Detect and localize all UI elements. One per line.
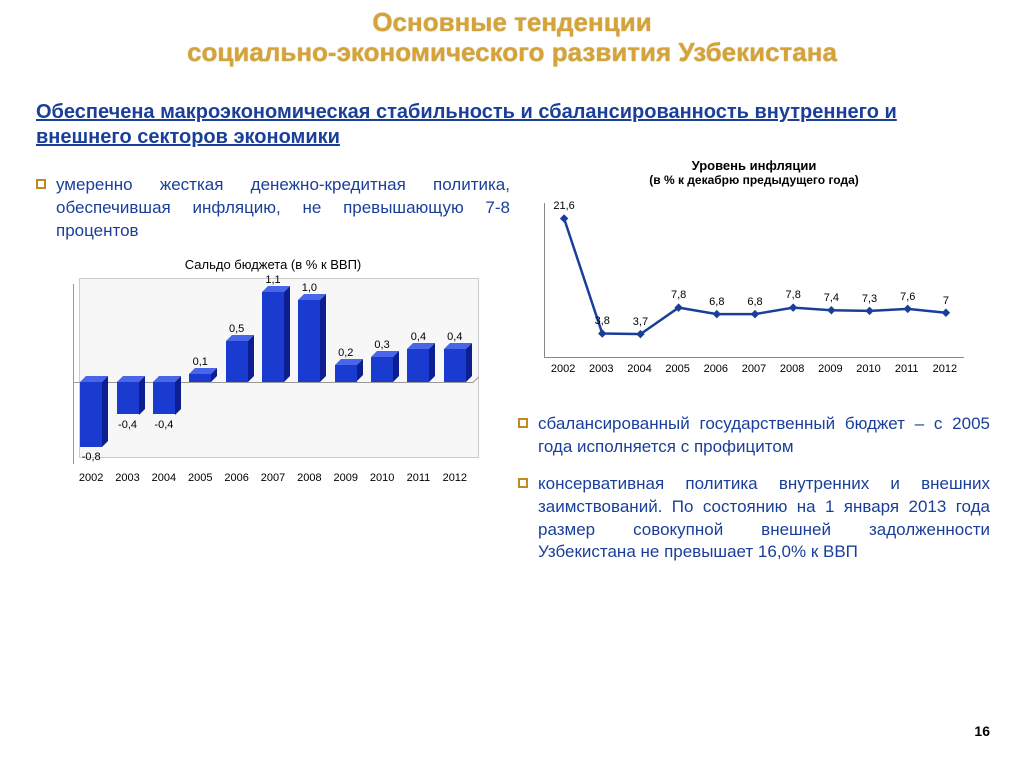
bullet-text: консервативная политика внутренних и вне…	[538, 473, 990, 565]
line-xtick: 2010	[856, 363, 880, 375]
bar-side	[248, 335, 254, 382]
bar-xtick: 2009	[333, 472, 357, 484]
bar-value-label: 1,0	[302, 282, 317, 294]
line-chart-subtitle: (в % к декабрю предыдущего года)	[518, 173, 990, 187]
line-value-label: 7,6	[900, 291, 915, 303]
bar-value-label: 0,1	[193, 356, 208, 368]
bar-side	[320, 294, 326, 382]
line-value-label: 21,6	[553, 200, 574, 212]
content-area: умеренно жесткая денежно-кредитная полит…	[0, 150, 1024, 579]
bar-front	[189, 374, 211, 382]
line-plot: 21,6 3,8 3,7 7,8 6,8 6,8 7,8 7,4 7,3 7,6 7	[544, 203, 964, 358]
bar-value-label: -0,4	[118, 419, 137, 431]
line-xtick: 2006	[704, 363, 728, 375]
line-value-label: 6,8	[747, 296, 762, 308]
bar-xtick: 2010	[370, 472, 394, 484]
bar-xtick: 2004	[152, 472, 176, 484]
bar-front	[407, 349, 429, 382]
bullet-icon	[518, 478, 528, 488]
bar-front	[298, 300, 320, 382]
line-xtick: 2012	[933, 363, 957, 375]
bar-left-axis	[73, 284, 74, 464]
line-xtick: 2009	[818, 363, 842, 375]
bar-side	[284, 286, 290, 382]
bar-xtick: 2002	[79, 472, 103, 484]
bar-front	[335, 365, 357, 381]
left-column: умеренно жесткая денежно-кредитная полит…	[20, 150, 510, 579]
bar-chart: -0,8 -0,4 -0,4 0,1 0,5 1,1 1,0 0,2 0,3 0,4 0,4 200…	[53, 276, 493, 506]
bar-front	[262, 292, 284, 382]
page-title: Основные тенденции социально-экономическ…	[0, 0, 1024, 72]
bar-xtick: 2006	[224, 472, 248, 484]
bar-front	[226, 341, 248, 382]
bar-front	[444, 349, 466, 382]
bar-side	[429, 343, 435, 382]
bar-side	[466, 343, 472, 382]
line-chart-title: Уровень инфляции	[518, 158, 990, 173]
line-value-label: 7	[943, 295, 949, 307]
line-value-label: 7,8	[786, 289, 801, 301]
bar-xtick: 2011	[407, 472, 431, 484]
right-column: Уровень инфляции (в % к декабрю предыдущ…	[510, 150, 990, 579]
bar-front	[80, 382, 102, 447]
bar-value-label: -0,8	[82, 451, 101, 463]
bar-front	[371, 357, 393, 382]
line-xtick: 2007	[742, 363, 766, 375]
bar-value-label: 0,4	[447, 331, 462, 343]
title-line-1: Основные тенденции	[0, 8, 1024, 38]
bar-front	[153, 382, 175, 415]
bar-xtick: 2005	[188, 472, 212, 484]
line-value-label: 7,3	[862, 293, 877, 305]
bullet-icon	[36, 179, 46, 189]
line-xtick: 2004	[627, 363, 651, 375]
bullet-right-1: сбалансированный государственный бюджет …	[518, 413, 990, 459]
line-xtick: 2003	[589, 363, 613, 375]
bullet-text: умеренно жесткая денежно-кредитная полит…	[56, 174, 510, 243]
bar-plot: -0,8-0,4-0,40,10,51,11,00,20,30,40,4	[73, 284, 473, 464]
bar-front	[117, 382, 139, 415]
line-xtick: 2011	[895, 363, 919, 375]
bar-value-label: 0,4	[411, 331, 426, 343]
line-xtick: 2005	[665, 363, 689, 375]
bar-xtick: 2012	[443, 472, 467, 484]
bar-value-label: 0,2	[338, 347, 353, 359]
line-xtick: 2002	[551, 363, 575, 375]
line-value-label: 6,8	[709, 296, 724, 308]
line-value-label: 3,8	[595, 315, 610, 327]
line-chart: 21,6 3,8 3,7 7,8 6,8 6,8 7,8 7,4 7,3 7,6 7 2002 200…	[534, 193, 974, 393]
bar-chart-title: Сальдо бюджета (в % к ВВП)	[36, 257, 510, 272]
line-value-label: 7,4	[824, 292, 839, 304]
subheading: Обеспечена макроэкономическая стабильнос…	[0, 72, 1024, 150]
bullet-text: сбалансированный государственный бюджет …	[538, 413, 990, 459]
title-line-2: социально-экономического развития Узбеки…	[0, 38, 1024, 68]
bullet-icon	[518, 418, 528, 428]
bar-value-label: -0,4	[154, 419, 173, 431]
bar-side	[175, 376, 181, 415]
bar-xtick: 2008	[297, 472, 321, 484]
bar-value-label: 0,3	[374, 339, 389, 351]
line-xtick: 2008	[780, 363, 804, 375]
bar-xtick: 2007	[261, 472, 285, 484]
bullet-right-2: консервативная политика внутренних и вне…	[518, 473, 990, 565]
bullet-left-1: умеренно жесткая денежно-кредитная полит…	[36, 174, 510, 243]
line-value-label: 7,8	[671, 289, 686, 301]
bar-value-label: 1,1	[265, 274, 280, 286]
bar-value-label: 0,5	[229, 323, 244, 335]
bar-side	[102, 376, 108, 447]
page-number: 16	[974, 723, 990, 739]
line-value-label: 3,7	[633, 316, 648, 328]
bar-xtick: 2003	[115, 472, 139, 484]
line-svg	[545, 203, 965, 358]
bar-side	[139, 376, 145, 415]
